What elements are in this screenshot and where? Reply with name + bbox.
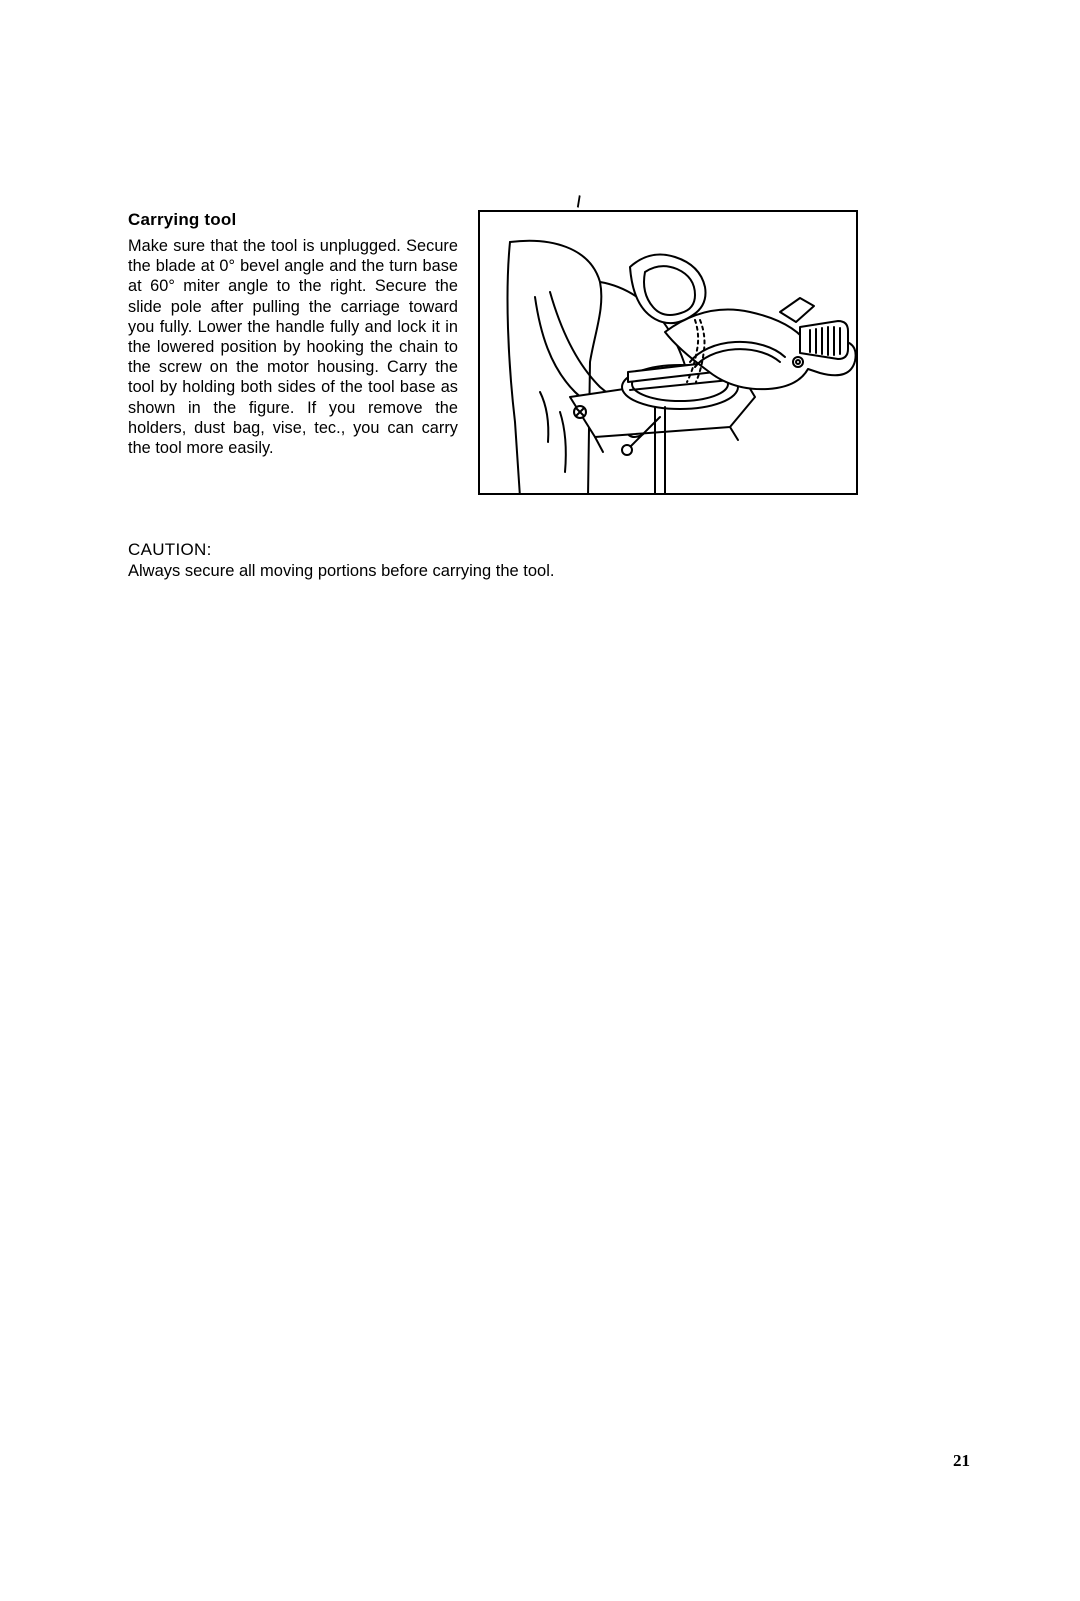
- page-number: 21: [953, 1451, 970, 1471]
- section-title: Carrying tool: [128, 210, 458, 230]
- text-column: Carrying tool Make sure that the tool is…: [128, 210, 458, 458]
- document-page: \ Carrying tool Make sure that the tool …: [0, 0, 1080, 1601]
- section-body: Make sure that the tool is unplugged. Se…: [128, 236, 458, 458]
- caution-block: CAUTION: Always secure all moving portio…: [128, 540, 828, 581]
- carrying-tool-figure: [478, 210, 858, 495]
- caution-title: CAUTION:: [128, 540, 828, 560]
- content-row: Carrying tool Make sure that the tool is…: [128, 210, 968, 495]
- carrying-tool-illustration: [480, 212, 858, 495]
- caution-body: Always secure all moving portions before…: [128, 562, 828, 581]
